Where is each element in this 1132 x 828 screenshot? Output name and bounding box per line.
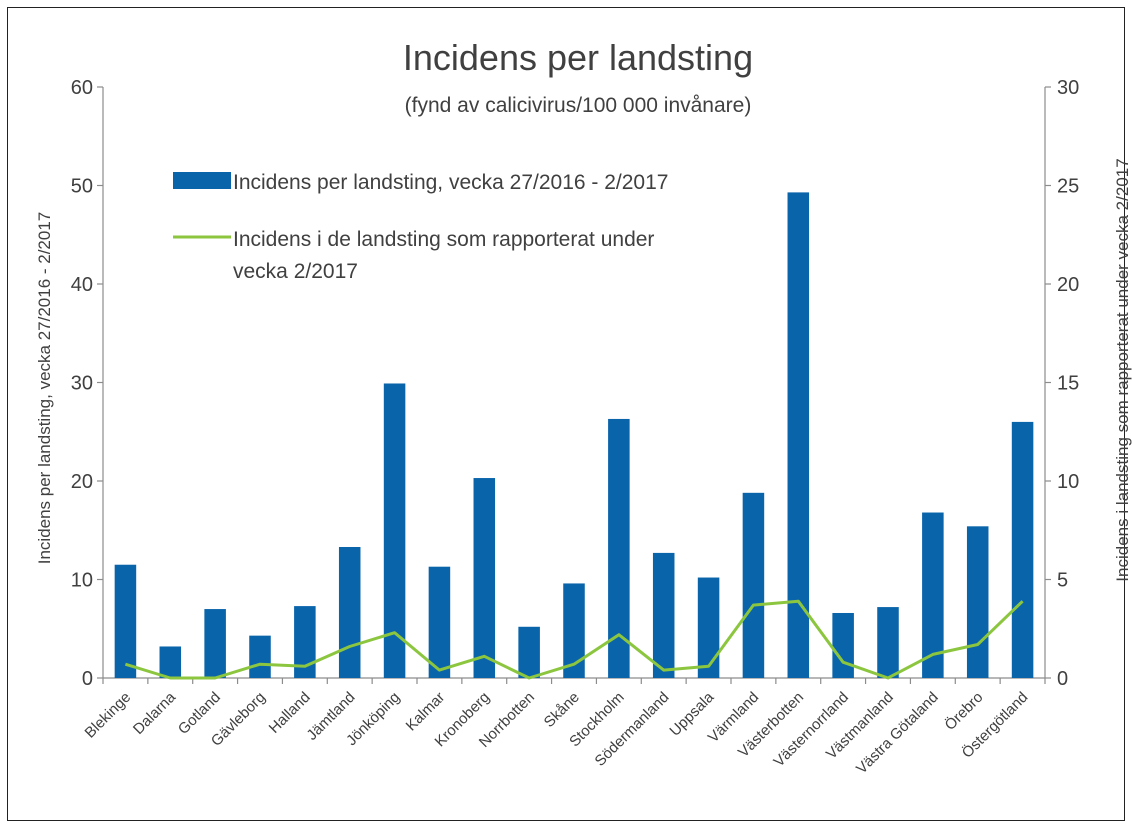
- bar-Norrbotten: [518, 626, 540, 678]
- bar-Värmland: [742, 492, 765, 678]
- y-tick-label: 50: [71, 176, 93, 198]
- y2-axis-label: Incidens i landsting som rapporterat und…: [1113, 158, 1132, 581]
- y2-tick-label: 30: [1057, 77, 1079, 99]
- bar-Västernorrland: [832, 612, 854, 678]
- x-tick-label: Örebro: [941, 688, 987, 734]
- legend-bar-swatch: [173, 172, 231, 189]
- y2-tick-label: 20: [1057, 274, 1079, 296]
- bar-Uppsala: [697, 577, 720, 678]
- y2-tick-label: 25: [1057, 176, 1079, 198]
- y-tick-label: 40: [71, 274, 93, 296]
- bar-Halland: [294, 606, 316, 678]
- bar-Kalmar: [428, 566, 451, 678]
- bar-Södermanland: [652, 552, 675, 678]
- x-tick-labels: BlekingeDalarnaGotlandGävleborgHallandJä…: [82, 688, 1032, 777]
- bar-Örebro: [966, 526, 989, 678]
- bar-Jämtland: [338, 546, 361, 678]
- y-axis-label: Incidens per landsting, vecka 27/2016 - …: [35, 212, 54, 565]
- bar-Jönköping: [383, 383, 406, 678]
- x-tick-label: Blekinge: [82, 689, 135, 742]
- x-tick-label: Skåne: [541, 689, 583, 731]
- bar-Skåne: [563, 583, 585, 678]
- y-tick-label: 20: [71, 471, 93, 493]
- bar-Västmanland: [877, 607, 899, 678]
- line-series: [124, 599, 1024, 680]
- chart-title: Incidens per landsting: [403, 37, 753, 78]
- bar-Kronoberg: [473, 478, 496, 678]
- y2-tick-label: 10: [1057, 471, 1079, 493]
- y2-tick-label: 5: [1057, 570, 1068, 592]
- y-tick-label: 60: [71, 77, 93, 99]
- axes: 0 10 20 30 40 50 60 0 5 10 15 20 25 30: [71, 77, 1080, 690]
- legend: Incidens per landsting, vecka 27/2016 - …: [173, 171, 668, 283]
- x-tick-label: Dalarna: [130, 688, 180, 738]
- bar-Västerbotten: [787, 192, 810, 678]
- y2-tick-label: 15: [1057, 373, 1079, 395]
- chart-subtitle: (fynd av calicivirus/100 000 invånare): [405, 94, 752, 117]
- legend-label-line-2: vecka 2/2017: [233, 260, 358, 283]
- bar-Gävleborg: [249, 635, 271, 678]
- y-tick-label: 10: [71, 570, 93, 592]
- x-tick-label: Västra Götaland: [853, 689, 942, 778]
- bar-Stockholm: [608, 418, 630, 678]
- chart-frame: [7, 7, 1125, 821]
- y-tick-label: 30: [71, 373, 93, 395]
- bar-Västra Götaland: [922, 512, 944, 678]
- bar-Blekinge: [114, 564, 137, 678]
- line-path: [124, 599, 1024, 680]
- y2-tick-label: 0: [1057, 668, 1068, 690]
- y-tick-label: 0: [82, 668, 93, 690]
- bar-series: [114, 192, 1034, 678]
- legend-label-line-1: Incidens i de landsting som rapporterat …: [233, 228, 654, 251]
- legend-label-bars: Incidens per landsting, vecka 27/2016 - …: [233, 171, 668, 194]
- bar-Östergötland: [1011, 421, 1034, 678]
- bar-Dalarna: [159, 646, 182, 678]
- bar-Gotland: [204, 609, 226, 678]
